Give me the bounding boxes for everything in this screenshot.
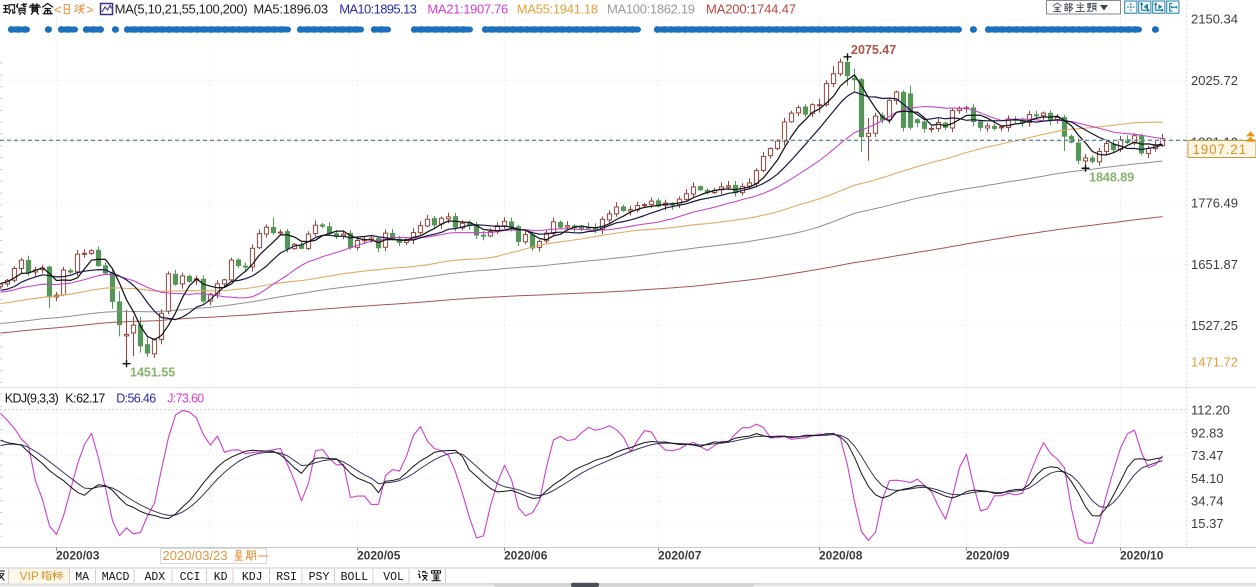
- svg-text:ADX: ADX: [144, 571, 165, 584]
- svg-text:34.74: 34.74: [1191, 494, 1224, 509]
- svg-text:>: >: [86, 2, 94, 17]
- svg-text:MA: MA: [75, 571, 89, 584]
- svg-text:2150.34: 2150.34: [1191, 12, 1238, 27]
- svg-text:2075.47: 2075.47: [851, 43, 896, 57]
- svg-text:2020/07: 2020/07: [658, 549, 702, 563]
- svg-text:VIP: VIP: [20, 569, 39, 583]
- svg-text:1907.21: 1907.21: [1193, 142, 1247, 157]
- svg-text:RSI: RSI: [276, 571, 297, 584]
- svg-text:MACD: MACD: [102, 571, 130, 584]
- svg-text:54.10: 54.10: [1191, 471, 1224, 486]
- svg-text:1527.25: 1527.25: [1191, 318, 1238, 333]
- svg-text:MA100:1862.19: MA100:1862.19: [607, 2, 695, 17]
- svg-text:K:62.17: K:62.17: [65, 392, 105, 406]
- svg-text:VOL: VOL: [383, 571, 404, 584]
- svg-text:2020/05: 2020/05: [357, 549, 401, 563]
- svg-text:73.47: 73.47: [1191, 448, 1224, 463]
- svg-text:15.37: 15.37: [1191, 516, 1224, 531]
- svg-text:1776.49: 1776.49: [1191, 196, 1238, 211]
- svg-text:2020/03: 2020/03: [56, 549, 100, 563]
- svg-text:2020/10: 2020/10: [1120, 549, 1164, 563]
- svg-text:MA55:1941.18: MA55:1941.18: [517, 2, 598, 17]
- svg-text:MA10:1895.13: MA10:1895.13: [339, 2, 417, 17]
- svg-text:MA5:1896.03: MA5:1896.03: [253, 2, 328, 17]
- svg-text:2020/08: 2020/08: [819, 549, 863, 563]
- svg-text:<: <: [54, 2, 62, 17]
- svg-text:CCI: CCI: [180, 571, 201, 584]
- svg-text:MA200:1744.47: MA200:1744.47: [706, 2, 796, 17]
- svg-text:KDJ: KDJ: [242, 571, 263, 584]
- svg-text:92.83: 92.83: [1191, 425, 1224, 440]
- svg-text:2020/06: 2020/06: [504, 549, 548, 563]
- svg-text:PSY: PSY: [309, 571, 330, 584]
- svg-text:1451.55: 1451.55: [130, 366, 175, 380]
- svg-text:1471.72: 1471.72: [1191, 355, 1238, 370]
- svg-text:112.20: 112.20: [1191, 403, 1230, 418]
- svg-text:D:56.46: D:56.46: [116, 392, 156, 406]
- svg-text:KDJ(9,3,3): KDJ(9,3,3): [5, 392, 59, 406]
- svg-text:2020/03/23: 2020/03/23: [163, 548, 228, 563]
- svg-text:1848.89: 1848.89: [1089, 170, 1134, 184]
- svg-text:BOLL: BOLL: [341, 571, 369, 584]
- svg-text:1651.87: 1651.87: [1191, 257, 1238, 272]
- svg-text:MA21:1907.76: MA21:1907.76: [427, 2, 508, 17]
- svg-text:KD: KD: [214, 571, 228, 584]
- svg-text:2025.72: 2025.72: [1191, 73, 1238, 88]
- svg-text:2020/09: 2020/09: [966, 549, 1010, 563]
- svg-text:MA(5,10,21,55,100,200): MA(5,10,21,55,100,200): [115, 2, 248, 17]
- svg-text:J:73.60: J:73.60: [167, 392, 204, 406]
